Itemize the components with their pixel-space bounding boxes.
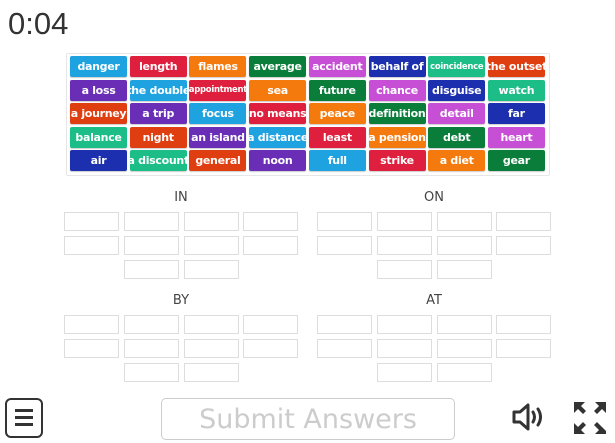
word-tile[interactable]: disguise: [428, 79, 486, 101]
drop-slot-at[interactable]: [496, 315, 551, 334]
drop-slot-by[interactable]: [64, 315, 119, 334]
drop-slot-at[interactable]: [496, 339, 551, 358]
word-tile[interactable]: a loss: [70, 79, 127, 101]
word-tile[interactable]: air: [70, 150, 127, 171]
word-tile[interactable]: a diet: [428, 150, 486, 171]
word-tile[interactable]: debt: [428, 126, 486, 148]
sound-icon[interactable]: [511, 402, 549, 432]
drop-slot-at[interactable]: [437, 339, 492, 358]
submit-answers-button[interactable]: Submit Answers: [161, 398, 455, 440]
word-tile[interactable]: behalf of: [368, 56, 426, 77]
timer: 0:04: [8, 6, 69, 41]
word-tile[interactable]: sea: [249, 79, 307, 101]
drop-slot-in[interactable]: [184, 236, 239, 255]
word-tile[interactable]: a trip: [129, 103, 187, 124]
word-tile[interactable]: least: [308, 126, 366, 148]
word-tile[interactable]: average: [249, 56, 307, 77]
drop-slot-in[interactable]: [124, 260, 179, 279]
drop-slot-at[interactable]: [437, 363, 492, 382]
drop-slot-on[interactable]: [317, 212, 372, 231]
drop-slot-on[interactable]: [317, 236, 372, 255]
group-label-in: IN: [174, 190, 188, 205]
word-tile[interactable]: general: [189, 150, 247, 171]
word-tile[interactable]: an island: [189, 126, 247, 148]
drop-slot-at[interactable]: [317, 339, 372, 358]
drop-slot-in[interactable]: [124, 236, 179, 255]
drop-slot-on[interactable]: [377, 260, 432, 279]
word-tile[interactable]: the outset: [487, 56, 545, 77]
drop-slot-on[interactable]: [437, 260, 492, 279]
word-tile[interactable]: detail: [428, 103, 486, 124]
drop-slot-by[interactable]: [124, 363, 179, 382]
drop-slot-by[interactable]: [184, 363, 239, 382]
word-tile[interactable]: balance: [70, 126, 127, 148]
drop-slot-by[interactable]: [64, 339, 119, 358]
word-tile[interactable]: a discount: [129, 150, 187, 171]
group-label-by: BY: [172, 293, 190, 308]
word-tile[interactable]: heart: [487, 126, 545, 148]
drop-slot-at[interactable]: [437, 315, 492, 334]
drop-slot-by[interactable]: [184, 339, 239, 358]
word-tile[interactable]: strike: [368, 150, 426, 171]
word-tile[interactable]: future: [308, 79, 366, 101]
word-tile[interactable]: a pension: [368, 126, 426, 148]
word-tile[interactable]: a journey: [70, 103, 127, 124]
drop-slot-by[interactable]: [124, 315, 179, 334]
drop-slot-in[interactable]: [243, 212, 298, 231]
drop-slot-at[interactable]: [317, 315, 372, 334]
drop-slot-by[interactable]: [243, 339, 298, 358]
drop-slot-at[interactable]: [377, 339, 432, 358]
drop-slot-in[interactable]: [184, 212, 239, 231]
word-tile-grid: danger length flames average accident behalf …: [66, 53, 550, 176]
fullscreen-icon[interactable]: [572, 400, 608, 436]
menu-button[interactable]: [5, 398, 43, 438]
word-tile[interactable]: peace: [308, 103, 366, 124]
word-tile[interactable]: appointment: [189, 79, 247, 101]
word-tile[interactable]: a distance: [249, 126, 307, 148]
group-label-at: AT: [426, 293, 442, 308]
drop-slot-in[interactable]: [64, 212, 119, 231]
drop-slot-in[interactable]: [124, 212, 179, 231]
word-tile[interactable]: chance: [368, 79, 426, 101]
drop-slot-on[interactable]: [377, 212, 432, 231]
word-tile[interactable]: definition: [368, 103, 426, 124]
word-tile[interactable]: gear: [487, 150, 545, 171]
word-tile[interactable]: flames: [189, 56, 247, 77]
word-tile[interactable]: night: [129, 126, 187, 148]
group-label-on: ON: [424, 190, 444, 205]
drop-slot-on[interactable]: [377, 236, 432, 255]
word-tile[interactable]: watch: [487, 79, 545, 101]
drop-slot-at[interactable]: [377, 363, 432, 382]
word-tile[interactable]: length: [129, 56, 187, 77]
word-tile[interactable]: the double: [129, 79, 187, 101]
drop-slot-in[interactable]: [243, 236, 298, 255]
drop-slot-by[interactable]: [124, 339, 179, 358]
drop-slot-by[interactable]: [243, 315, 298, 334]
word-tile[interactable]: accident: [308, 56, 366, 77]
word-tile[interactable]: no means: [249, 103, 307, 124]
drop-slot-by[interactable]: [184, 315, 239, 334]
drop-slot-in[interactable]: [184, 260, 239, 279]
word-tile[interactable]: far: [487, 103, 545, 124]
drop-slot-on[interactable]: [496, 212, 551, 231]
drop-slot-on[interactable]: [437, 212, 492, 231]
word-tile[interactable]: full: [308, 150, 366, 171]
word-tile[interactable]: focus: [189, 103, 247, 124]
word-tile[interactable]: coincidence: [428, 56, 486, 77]
drop-slot-on[interactable]: [496, 236, 551, 255]
word-tile[interactable]: danger: [70, 56, 127, 77]
word-tile[interactable]: noon: [249, 150, 307, 171]
drop-slot-in[interactable]: [64, 236, 119, 255]
drop-slot-at[interactable]: [377, 315, 432, 334]
drop-slot-on[interactable]: [437, 236, 492, 255]
